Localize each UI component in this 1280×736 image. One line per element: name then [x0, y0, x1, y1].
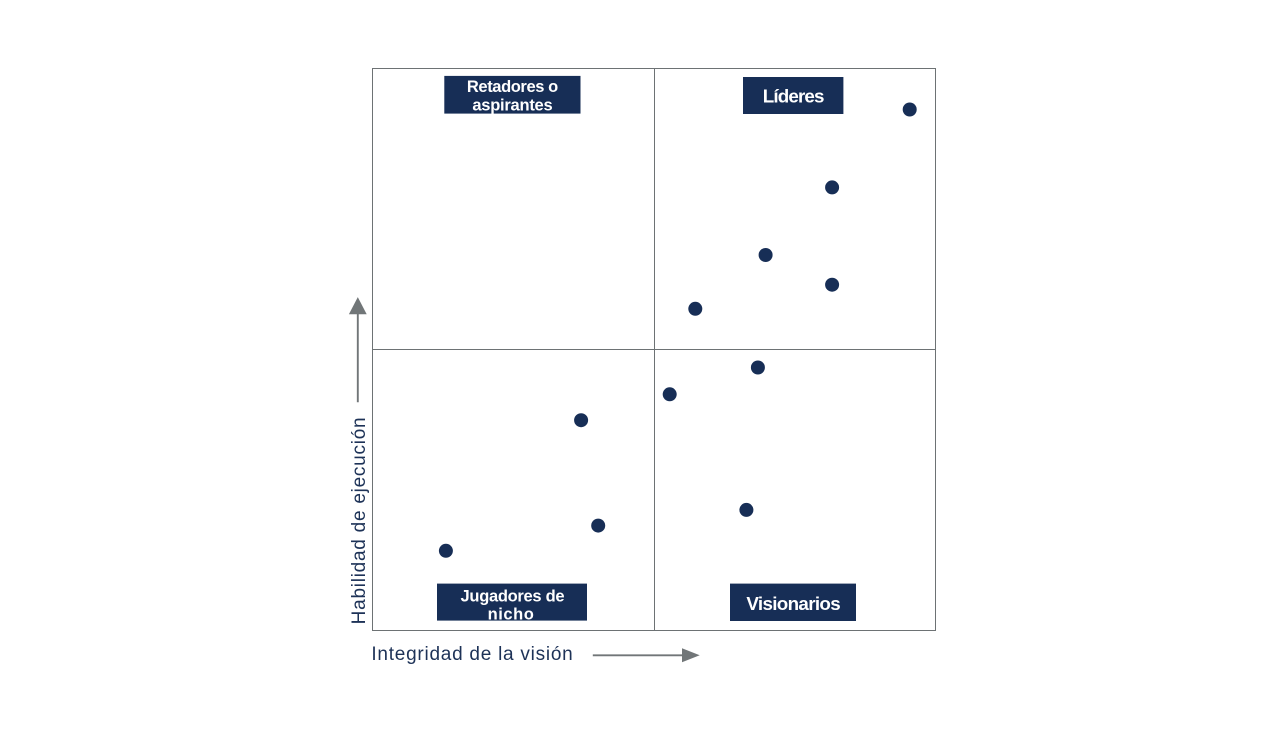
svg-text:Integridad de la visión: Integridad de la visión — [371, 644, 573, 665]
svg-text:Visionarios: Visionarios — [746, 593, 840, 614]
svg-text:aspirantes: aspirantes — [472, 97, 552, 115]
svg-text:nicho: nicho — [488, 605, 535, 623]
svg-text:Líderes: Líderes — [763, 86, 824, 107]
svg-text:Jugadores de: Jugadores de — [461, 587, 565, 605]
svg-text:Habilidad de ejecución: Habilidad de ejecución — [349, 417, 370, 625]
svg-text:Retadores o: Retadores o — [467, 78, 558, 96]
